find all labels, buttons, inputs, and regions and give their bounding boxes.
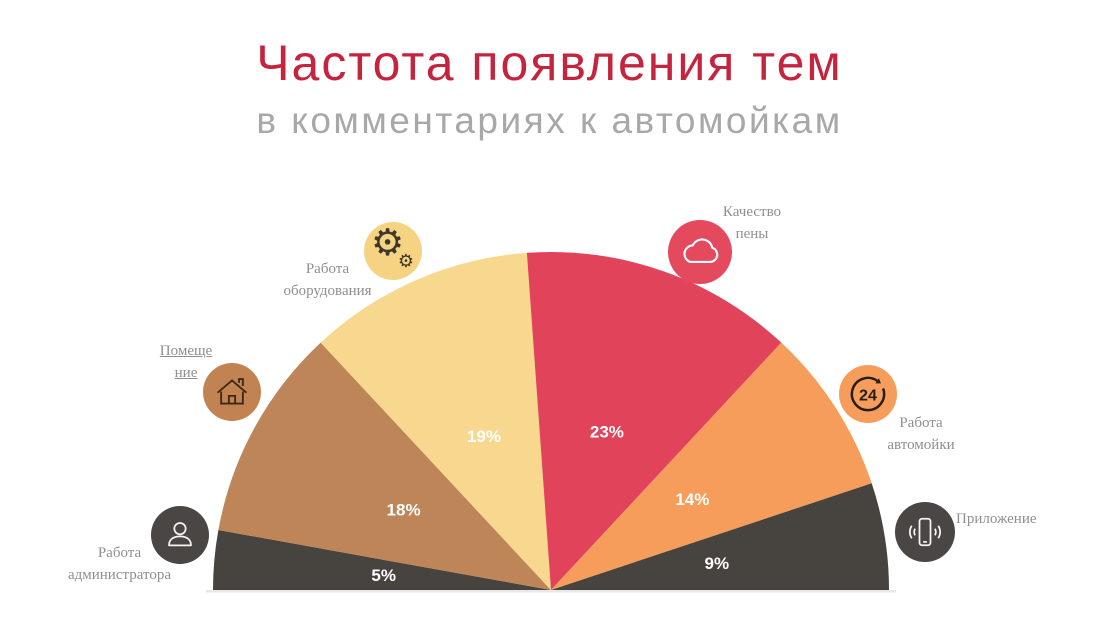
label-line: Работа (97, 545, 142, 561)
percent-label-house: 18% (387, 500, 421, 519)
legend-label-carwash: Работа автомойки (872, 413, 970, 457)
percent-label-cloud: 23% (590, 423, 624, 442)
legend-label-equipment: Работа оборудования (265, 259, 390, 303)
wedge-person (213, 529, 551, 590)
header: Частота появления тем в комментариях к а… (0, 34, 1099, 142)
baseline-shadow (206, 590, 896, 593)
percent-label-person: 5% (371, 566, 396, 585)
label-line: пены (735, 225, 769, 242)
phone-icon (895, 502, 955, 562)
legend-label-admin: Работа администратора (52, 543, 187, 587)
legend-label-app: Приложение (956, 509, 1066, 531)
wedge-cloud (526, 251, 782, 590)
legend-label-foam: Качество пены (707, 202, 797, 246)
label-line: оборудования (283, 282, 372, 299)
wedge-phone (551, 483, 889, 590)
label-line: автомойки (887, 436, 955, 453)
cloud-icon (668, 220, 732, 284)
wedge-house (218, 342, 551, 590)
gear-big-icon: ⚙ (371, 221, 405, 264)
gears-icon: ⚙ ⚙ (364, 222, 422, 280)
page-title: Частота появления тем (256, 35, 843, 91)
24-hours-icon: 24 (839, 365, 897, 423)
label-line: Работа (899, 415, 943, 431)
wedge-gears (320, 252, 551, 591)
label-line: администратора (67, 566, 172, 583)
wedge-24-hours (551, 342, 872, 590)
percent-label-24-hours: 14% (675, 490, 709, 509)
gear-small-icon: ⚙ (397, 251, 414, 272)
person-icon (151, 506, 209, 564)
label-line: ние (174, 364, 198, 381)
svg-text:24: 24 (859, 387, 877, 405)
label-line: Работа (305, 261, 350, 277)
label-line: Качество (722, 204, 782, 220)
label-line: Приложение (956, 511, 1037, 527)
page-subtitle: в комментариях к автомойкам (256, 100, 843, 141)
house-icon (203, 363, 261, 421)
legend-label-premises: Помеще ние (150, 341, 222, 385)
percent-label-phone: 9% (705, 554, 730, 573)
label-line: Помеще (159, 343, 213, 359)
percent-label-gears: 19% (467, 427, 501, 446)
